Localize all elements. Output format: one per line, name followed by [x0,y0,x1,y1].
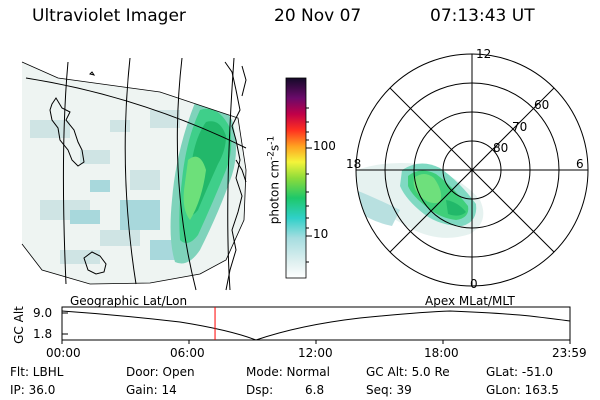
info-flt: Flt: LBHL [10,365,64,379]
colorbar-tick-10: 10 [313,227,329,241]
mlat-label-80: 80 [493,141,509,155]
mlt-label-0: 0 [470,277,478,291]
polar-emission-image [356,163,484,238]
instrument-title: Ultraviolet Imager [32,6,186,26]
mlat-label-70: 70 [512,120,528,134]
info-mode: Mode: Normal [246,365,330,379]
altitude-xticks [61,340,571,344]
time-label: 07:13:43 UT [430,6,535,26]
info-ip: IP: 36.0 [10,383,56,397]
altitude-ytick-1-8: 1.8 [33,327,53,341]
xtick-18-00: 18:00 [424,346,459,360]
info-dsp-label: Dsp: [246,383,274,397]
geographic-map [21,57,247,291]
polar-plot [355,53,589,287]
date-label: 20 Nov 07 [274,6,362,26]
xtick-06-00: 06:00 [170,346,205,360]
xtick-12-00: 12:00 [298,346,333,360]
altitude-ytick-9: 9.0 [33,306,53,320]
mlat-label-60: 60 [534,98,550,112]
geo-panel-label: Geographic Lat/Lon [70,294,188,308]
info-glon: GLon: 163.5 [486,383,559,397]
altitude-yticks [62,312,68,335]
colorbar-tick-100: 100 [313,139,336,153]
polar-panel-label: Apex MLat/MLT [425,294,515,308]
xtick-23-59: 23:59 [552,346,587,360]
info-door: Door: Open [126,365,195,379]
info-gain: Gain: 14 [126,383,177,397]
info-glat: GLat: -51.0 [486,365,553,379]
altitude-ylabel: GC Alt [12,306,26,344]
mlt-label-12: 12 [476,47,492,61]
color-bar [285,77,312,279]
mlt-label-6: 6 [576,157,584,171]
info-gc-alt: GC Alt: 5.0 Re [366,365,450,379]
xtick-00-00: 00:00 [46,346,81,360]
color-bar-ticks [306,107,312,263]
info-dsp-value: 6.8 [305,383,325,397]
altitude-plot-frame [61,306,571,341]
info-seq: Seq: 39 [366,383,412,397]
altitude-curve [61,310,571,341]
mlt-label-18: 18 [346,157,362,171]
